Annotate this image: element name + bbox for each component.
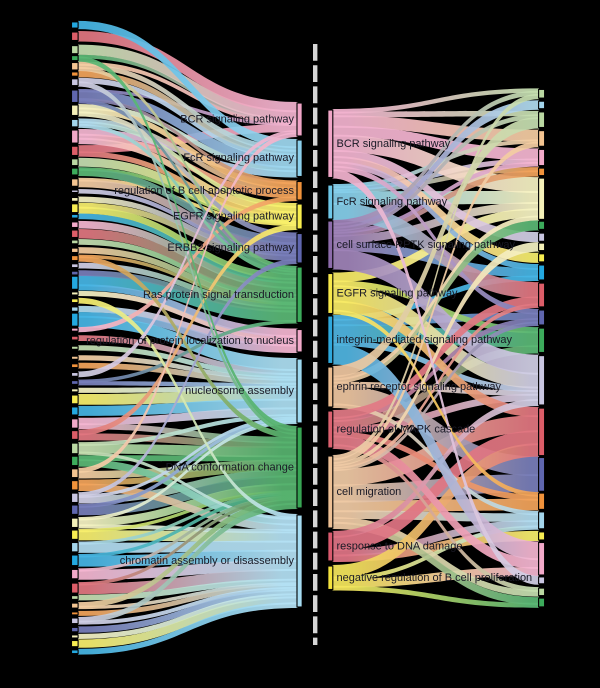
svg-text:ERBB2 signaling pathway: ERBB2 signaling pathway	[167, 242, 294, 254]
svg-text:FcR signaling pathway: FcR signaling pathway	[183, 152, 294, 164]
svg-text:integrin-mediated signaling pa: integrin-mediated signaling pathway	[337, 334, 513, 346]
svg-text:BCR signaling pathway: BCR signaling pathway	[180, 114, 294, 126]
svg-text:BCR signaling pathway: BCR signaling pathway	[337, 138, 451, 150]
svg-text:chromatin assembly or disassem: chromatin assembly or disassembly	[120, 555, 295, 567]
svg-text:negative regulation of B cell: negative regulation of B cell proliferat…	[337, 572, 533, 584]
svg-text:cell surface RPTK signaling pa: cell surface RPTK signaling pathway	[337, 239, 516, 251]
svg-text:FcR signaling pathway: FcR signaling pathway	[337, 196, 448, 208]
svg-text:regulation of protein localiza: regulation of protein localization to nu…	[86, 335, 294, 347]
svg-text:regulation of MAPK cascade: regulation of MAPK cascade	[337, 424, 476, 436]
svg-text:response to DNA damage: response to DNA damage	[337, 541, 463, 553]
svg-text:EGFR signaling pathway: EGFR signaling pathway	[337, 288, 459, 300]
svg-text:regulation of B cell apoptotic: regulation of B cell apoptotic process	[114, 185, 294, 197]
svg-text:nucleosome assembly: nucleosome assembly	[185, 385, 294, 397]
svg-text:DNA conformation change: DNA conformation change	[166, 462, 294, 474]
svg-text:EGFR signaling pathway: EGFR signaling pathway	[173, 211, 295, 223]
svg-text:ephrin receptor signaling path: ephrin receptor signaling pathway	[337, 381, 502, 393]
svg-text:cell migration: cell migration	[337, 486, 402, 498]
svg-text:Ras protein signal transductio: Ras protein signal transduction	[143, 289, 294, 301]
